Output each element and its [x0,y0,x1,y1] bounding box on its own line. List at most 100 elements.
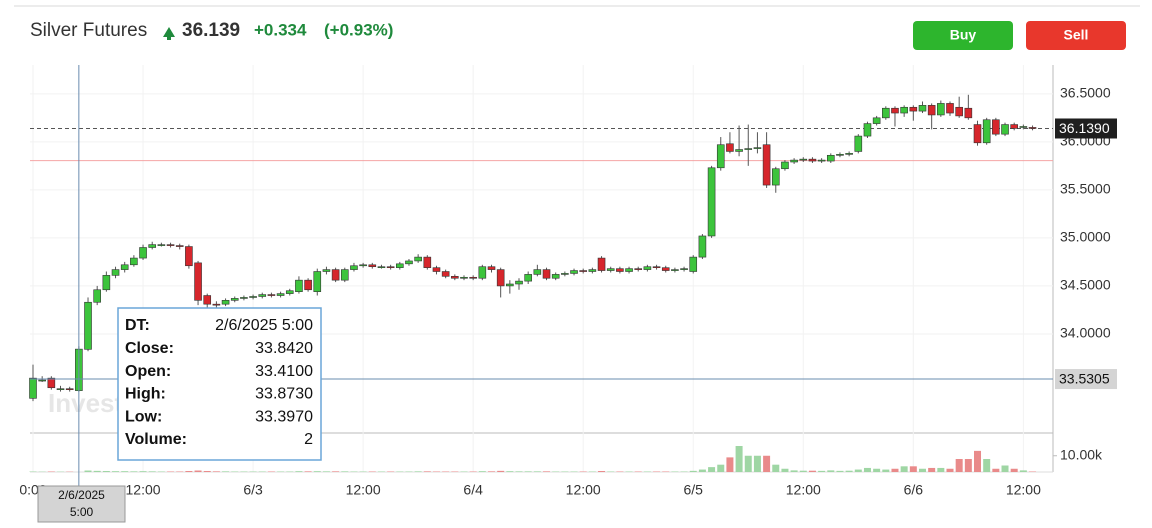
buy-button[interactable] [913,21,1013,50]
buy-label[interactable]: Buy [950,27,977,43]
candle-body [597,257,606,271]
candle-body [65,388,74,390]
volume-bar [863,467,871,472]
candle-body [992,119,1000,135]
crosshair-price-tag [1055,369,1117,390]
candle-body [120,264,129,270]
candle-body [93,289,101,303]
volume-bar [744,455,752,472]
candle-body [331,269,340,281]
candle-body [542,269,551,279]
x-tick-label: 12:00 [566,482,601,498]
candle-body [29,377,37,399]
candle-body [551,274,560,279]
volume-bar [533,471,541,472]
candle-body [735,149,743,152]
candle-body [377,266,386,269]
candle-body [524,274,532,282]
candle-body [882,107,890,119]
candle-body [295,279,303,292]
candle-body [579,270,588,272]
marks [29,94,1037,472]
candle-body [432,267,441,272]
candle-body [487,266,496,270]
candle-body [826,154,835,162]
volume-bar [212,471,220,472]
candle-body [625,268,633,272]
candle-body [872,117,881,124]
candle-body [185,246,193,267]
candle-body [771,168,780,186]
candle-body [285,290,294,294]
volume-bar [900,466,908,472]
candle-body [845,153,853,155]
candle-body [469,276,477,279]
tooltip-key: DT: [125,317,150,334]
candle-body [478,266,487,279]
volume-bar [753,455,761,472]
tooltip-value: 33.4100 [255,363,313,380]
candle-body [570,270,578,274]
candle-body [817,159,826,162]
x-tick-label: 6/3 [243,482,263,498]
candle-body [175,245,184,247]
volume-bar [974,450,982,472]
candle-body [111,269,120,276]
crosshair-price-label: 33.5305 [1059,371,1110,387]
volume-bar [332,471,340,472]
volume-bar [598,471,606,472]
volume-bar [717,464,725,472]
candle-body [643,266,652,270]
candle-body [588,269,597,272]
volume-bar [139,471,147,472]
candle-body [47,377,56,389]
candle-body [799,158,808,161]
candle-body [689,256,698,272]
x-tick-label: 6/4 [463,482,483,498]
tooltip-key: High: [125,386,166,403]
volume-bar [689,470,697,472]
volume-bar [992,468,1000,472]
candle-body [84,301,92,350]
volume-bar [946,468,954,472]
candle-body [423,256,432,268]
last-price-tag [1055,118,1117,139]
sell-label[interactable]: Sell [1064,27,1089,43]
candle-body [249,296,257,298]
candle-body [395,263,404,268]
candle-body [405,260,413,265]
chart-title: Silver Futures [30,20,147,41]
up-arrow [163,27,175,40]
candle-body [918,105,927,112]
candle-body [139,247,147,259]
candle-body [194,262,202,301]
tooltip-key: Close: [125,340,174,357]
tooltip-value: 2/6/2025 5:00 [215,317,313,334]
candle-body [982,119,991,144]
candle-body [267,294,276,296]
volume-bar [955,459,963,472]
volume-bar [506,471,514,472]
candle-body [661,267,670,271]
volume-bar [964,459,972,472]
volume-bar [148,471,156,472]
candle-body [340,269,349,281]
candle-body [680,268,688,270]
volume-bar [112,471,120,472]
candle-body [1010,124,1018,129]
sell-button[interactable] [1026,21,1126,50]
y-tick-label: 34.0000 [1060,325,1111,341]
volume-bar [322,471,330,472]
tooltip-value: 2 [304,431,313,448]
tooltip [117,307,322,461]
candle-body [744,148,753,150]
candle-body [130,257,138,266]
volume-bar [698,469,706,472]
volume-bar [772,464,780,472]
volume-bar [222,471,230,472]
volume-bar [203,471,211,472]
volume-bar [845,470,853,472]
candle-body [230,298,239,301]
